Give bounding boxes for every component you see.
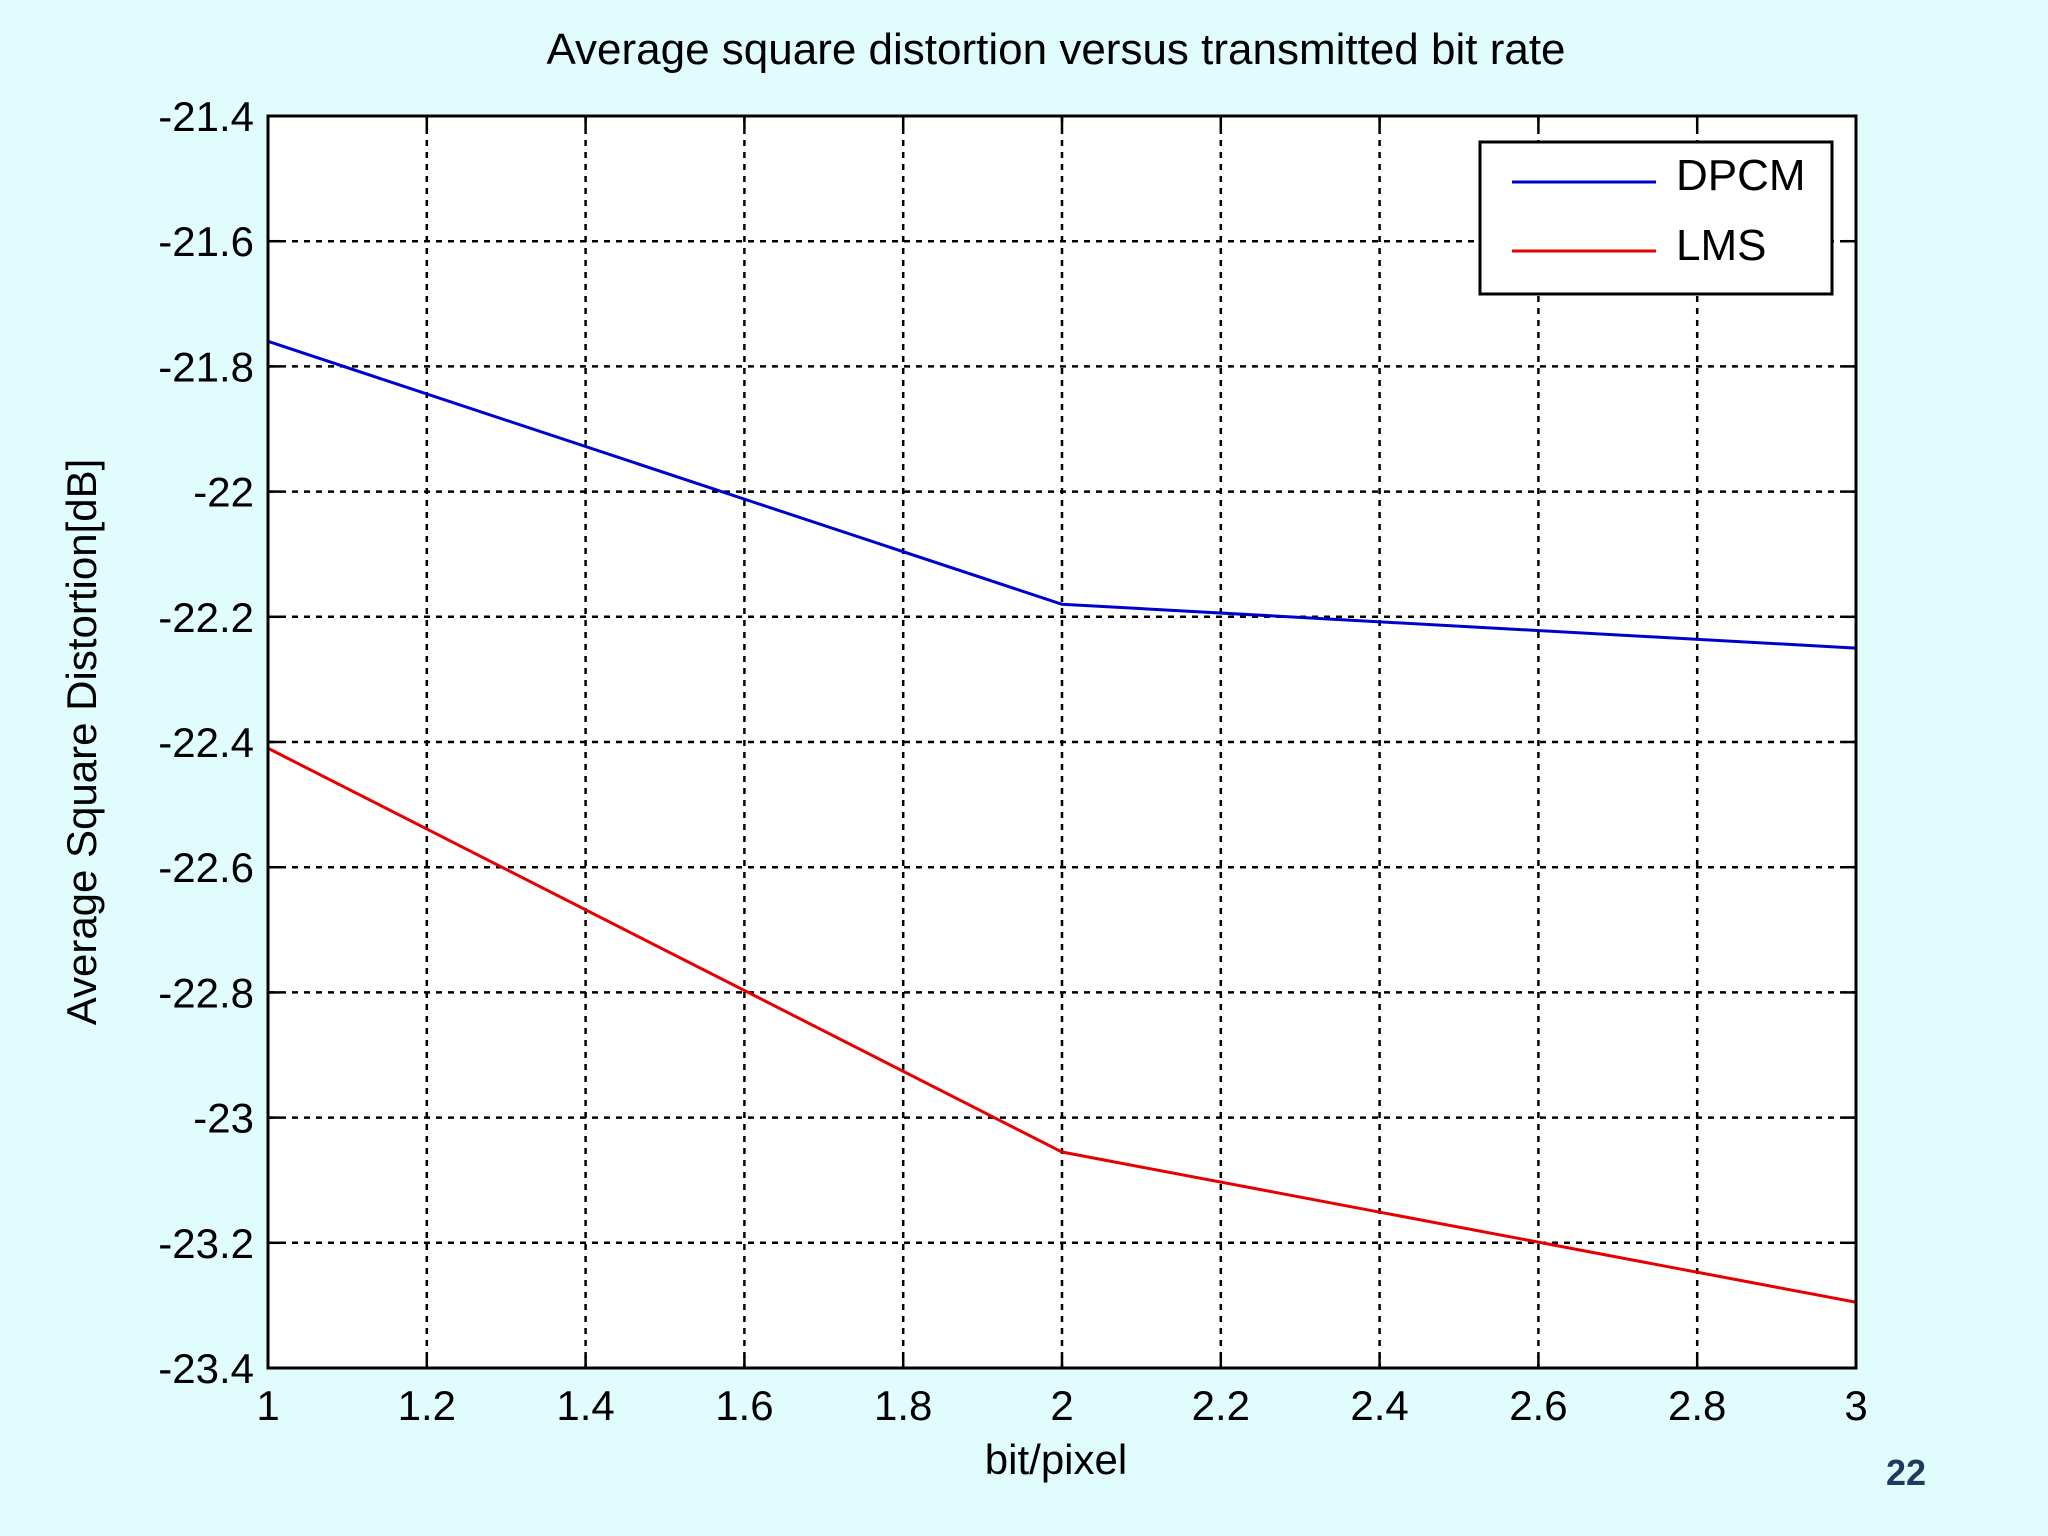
legend-label-dpcm: DPCM xyxy=(1676,151,1806,200)
y-tick-label: -22.6 xyxy=(158,844,254,891)
x-tick-label: 1 xyxy=(256,1382,279,1429)
y-tick-label: -22.8 xyxy=(158,969,254,1016)
legend-box xyxy=(1478,140,1834,296)
x-tick-label: 2.8 xyxy=(1668,1382,1726,1429)
page-number: 22 xyxy=(1885,1452,1926,1493)
x-tick-label: 1.4 xyxy=(556,1382,614,1429)
y-tick-label: -21.6 xyxy=(158,218,254,265)
y-tick-label: -23.2 xyxy=(158,1220,254,1267)
legend-label-lms: LMS xyxy=(1676,221,1766,270)
legend: DPCM LMS xyxy=(1478,140,1834,296)
y-tick-label: -22.2 xyxy=(158,594,254,641)
x-tick-label: 1.2 xyxy=(398,1382,456,1429)
x-tick-label: 1.6 xyxy=(715,1382,773,1429)
x-tick-label: 2.6 xyxy=(1509,1382,1567,1429)
series-lines xyxy=(267,339,1857,1304)
series-line-lms xyxy=(267,746,1857,1304)
y-tick-label: -23.4 xyxy=(158,1345,254,1392)
y-axis-label: Average Square Distortion[dB] xyxy=(58,459,105,1026)
y-tick-label: -22.4 xyxy=(158,719,254,766)
x-tick-label: 3 xyxy=(1844,1382,1867,1429)
x-tick-label: 2 xyxy=(1050,1382,1073,1429)
axis-ticks: 1 1.2 1.4 1.6 1.8 2 2.2 2.4 2.6 2.8 3 -21.4 -21.6 -21… xyxy=(158,93,1867,1429)
x-tick-label: 2.4 xyxy=(1350,1382,1408,1429)
x-tick-label: 1.8 xyxy=(874,1382,932,1429)
chart-title: Average square distortion versus transmi… xyxy=(546,25,1565,74)
grid-lines xyxy=(268,116,1856,1368)
y-tick-label: -21.4 xyxy=(158,93,254,140)
series-line-dpcm xyxy=(267,339,1857,650)
x-axis-label: bit/pixel xyxy=(985,1436,1127,1483)
y-tick-label: -22 xyxy=(193,469,254,516)
x-tick-label: 2.2 xyxy=(1192,1382,1250,1429)
y-tick-label: -23 xyxy=(193,1095,254,1142)
y-tick-label: -21.8 xyxy=(158,343,254,390)
